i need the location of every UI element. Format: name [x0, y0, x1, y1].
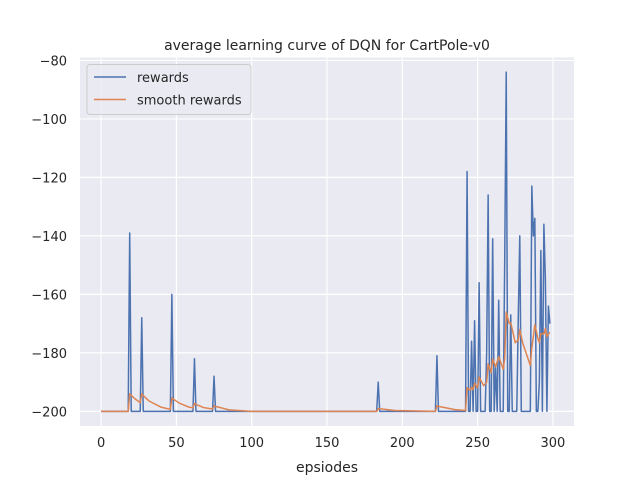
legend: rewards smooth rewards: [86, 64, 252, 115]
x-tick-label: 50: [168, 436, 185, 451]
tick-labels: 0 50 100 150 200 250 300 −200 −180 −160 −140 −120 −1…: [31, 54, 565, 451]
y-tick-label: −200: [31, 405, 67, 420]
y-tick-label: −120: [31, 171, 67, 186]
y-tick-label: −160: [31, 288, 67, 303]
legend-label: smooth rewards: [137, 94, 242, 109]
chart-title: average learning curve of DQN for CartPo…: [164, 38, 490, 54]
legend-label: rewards: [137, 71, 189, 86]
x-tick-label: 200: [390, 436, 415, 451]
x-axis-label: epsiodes: [296, 460, 358, 476]
x-tick-label: 250: [465, 436, 490, 451]
legend-box: [86, 64, 252, 115]
x-tick-label: 0: [97, 436, 105, 451]
y-tick-label: −180: [31, 347, 67, 362]
y-tick-label: −80: [40, 54, 67, 69]
y-tick-label: −140: [31, 230, 67, 245]
y-tick-label: −100: [31, 113, 67, 128]
series-line-1: [101, 311, 551, 413]
series-line-0: [101, 71, 551, 413]
x-tick-label: 150: [315, 436, 340, 451]
x-tick-label: 300: [541, 436, 566, 451]
series-group: [101, 71, 551, 413]
x-tick-label: 100: [239, 436, 264, 451]
